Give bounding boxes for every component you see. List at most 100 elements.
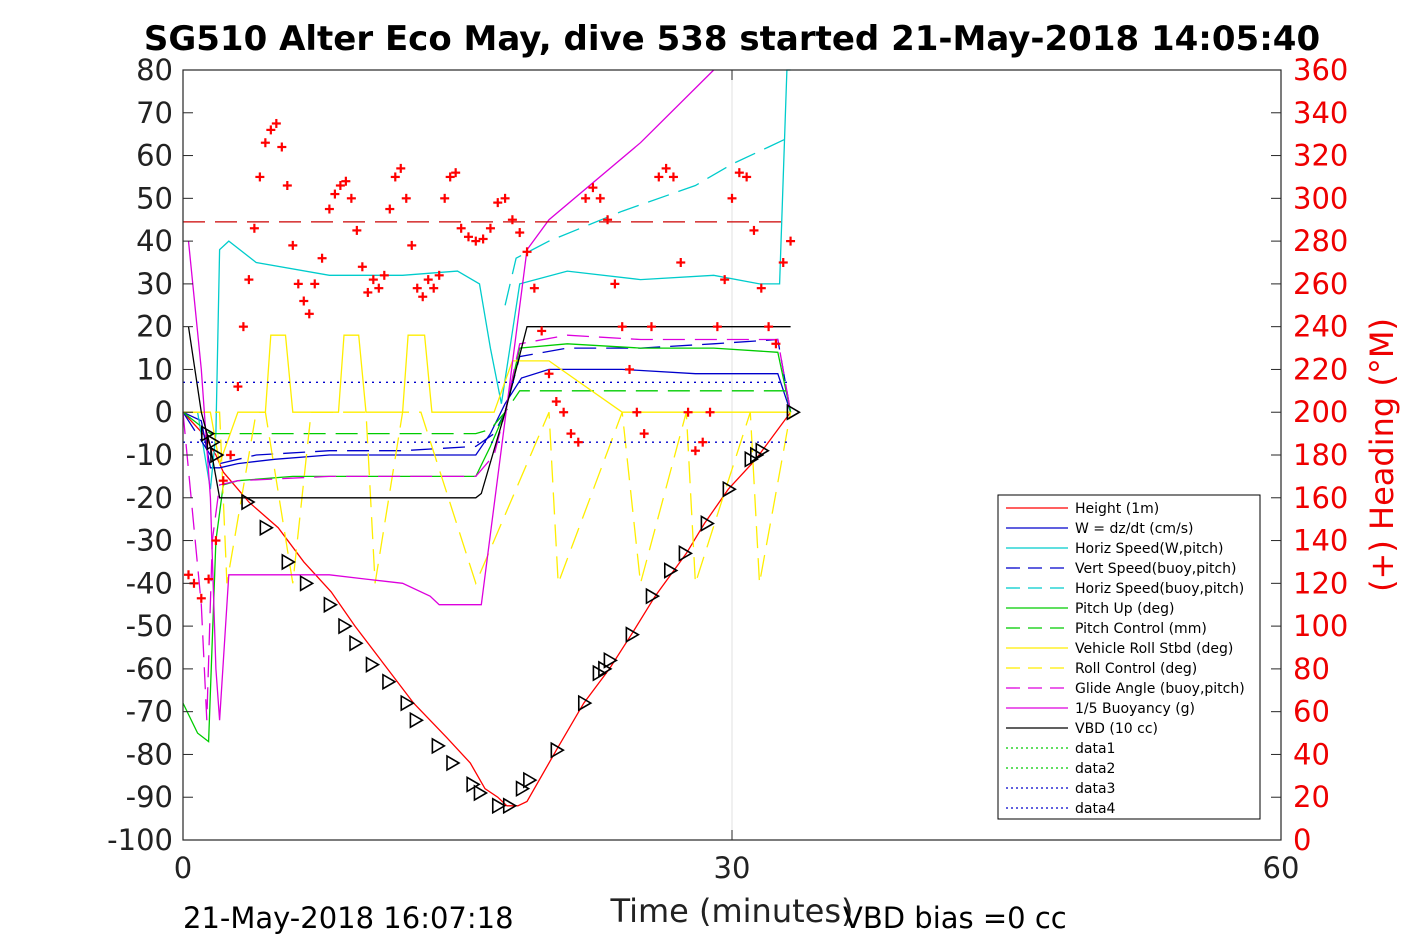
- heading-point: [310, 279, 320, 289]
- heading-point: [734, 168, 744, 178]
- legend-label-6: Pitch Control (mm): [1075, 621, 1207, 637]
- depth-marker: [299, 574, 315, 592]
- depth-marker: [206, 433, 221, 451]
- right-tick-label: 320: [1293, 139, 1348, 173]
- heading-point: [434, 270, 444, 280]
- heading-point: [603, 215, 613, 225]
- heading-point: [277, 142, 287, 152]
- right-axis-ticks: 0 20 40 60 80 100 120 140 160 180 200 220 240 260 280 3…: [1271, 53, 1348, 857]
- series-layer: [182, 69, 792, 807]
- heading-point: [581, 193, 591, 203]
- heading-point: [341, 176, 351, 186]
- series-line-1: [182, 368, 792, 469]
- depth-marker: [645, 587, 661, 605]
- legend-label-4: Horiz Speed(buoy,pitch): [1075, 581, 1244, 597]
- heading-point: [255, 172, 265, 182]
- bottom-tick-label: 30: [714, 851, 751, 885]
- depth-marker: [338, 617, 353, 635]
- series-line-8: [183, 411, 792, 586]
- heading-point: [463, 232, 473, 242]
- heading-point: [288, 240, 298, 250]
- depth-marker: [323, 596, 338, 614]
- legend-label-2: Horiz Speed(W,pitch): [1075, 541, 1223, 557]
- heading-point: [720, 275, 730, 285]
- series-line-9: [182, 334, 792, 721]
- heading-point: [429, 283, 439, 293]
- depth-marker: [502, 797, 518, 815]
- heading-point: [698, 437, 708, 447]
- heading-point: [500, 193, 510, 203]
- left-tick-label: -50: [126, 609, 173, 643]
- heading-point: [507, 215, 517, 225]
- depth-marker: [577, 694, 593, 712]
- legend-label-3: Vert Speed(buoy,pitch): [1075, 561, 1237, 577]
- heading-point: [352, 225, 362, 235]
- depth-marker: [409, 711, 424, 729]
- heading-point: [244, 275, 254, 285]
- right-tick-label: 280: [1293, 224, 1348, 258]
- heading-point: [566, 429, 576, 439]
- legend-label-9: Glide Angle (buoy,pitch): [1075, 681, 1245, 697]
- depth-marker: [491, 797, 507, 815]
- heading-point: [183, 570, 193, 580]
- depth-marker: [700, 515, 715, 532]
- heading-point: [324, 204, 334, 214]
- heading-point: [756, 283, 766, 293]
- heading-point: [478, 234, 488, 244]
- series-line-3: [182, 338, 792, 465]
- left-tick-label: -40: [126, 566, 173, 600]
- heading-point: [390, 172, 400, 182]
- depth-marker: [349, 634, 364, 652]
- heading-point: [632, 407, 642, 417]
- right-tick-label: 80: [1293, 652, 1330, 686]
- left-tick-label: -60: [126, 652, 173, 686]
- depth-marker: [382, 673, 397, 691]
- heading-point: [299, 296, 309, 306]
- left-tick-label: -70: [126, 695, 173, 729]
- depth-marker: [466, 775, 481, 793]
- left-tick-label: 70: [136, 96, 173, 130]
- legend-label-12: data1: [1075, 741, 1115, 757]
- legend-label-13: data2: [1075, 761, 1115, 777]
- heading-point: [282, 181, 292, 190]
- left-tick-label: -100: [107, 823, 173, 857]
- heading-point: [529, 283, 539, 293]
- left-tick-label: 30: [136, 267, 173, 301]
- right-axis-label: (+) Heading (°M): [1363, 318, 1401, 592]
- legend-label-11: VBD (10 cc): [1075, 721, 1158, 737]
- series-line-4: [504, 137, 788, 306]
- heading-point: [440, 193, 450, 203]
- heading-point: [271, 118, 281, 128]
- heading-point: [330, 189, 340, 199]
- heading-point: [522, 247, 532, 257]
- legend-label-1: W = dz/dt (cm/s): [1075, 521, 1194, 537]
- right-tick-label: 240: [1293, 310, 1348, 344]
- heading-point: [423, 275, 433, 285]
- heading-point: [379, 270, 389, 280]
- right-tick-label: 140: [1293, 524, 1348, 558]
- heading-point: [764, 322, 774, 332]
- legend-label-5: Pitch Up (deg): [1075, 601, 1174, 617]
- depth-marker: [523, 771, 538, 789]
- depth-marker: [241, 493, 256, 511]
- depth-marker: [550, 741, 565, 759]
- heading-point: [668, 172, 678, 182]
- legend-label-10: 1/5 Buoyancy (g): [1075, 701, 1195, 717]
- left-tick-label: 50: [136, 181, 173, 215]
- depth-marker: [473, 784, 489, 802]
- heading-point: [654, 172, 664, 182]
- heading-point: [226, 450, 236, 460]
- heading-point: [690, 446, 700, 456]
- legend-label-8: Roll Control (deg): [1075, 661, 1197, 677]
- heading-point: [588, 183, 598, 193]
- depth-marker: [259, 519, 274, 537]
- series-line-6: [182, 390, 791, 435]
- depth-marker: [400, 694, 415, 712]
- heading-point: [401, 193, 411, 203]
- right-tick-label: 260: [1293, 267, 1348, 301]
- heading-point: [625, 364, 635, 374]
- heading-point: [374, 283, 384, 293]
- heading-point: [412, 283, 422, 293]
- heading-points: [183, 118, 796, 603]
